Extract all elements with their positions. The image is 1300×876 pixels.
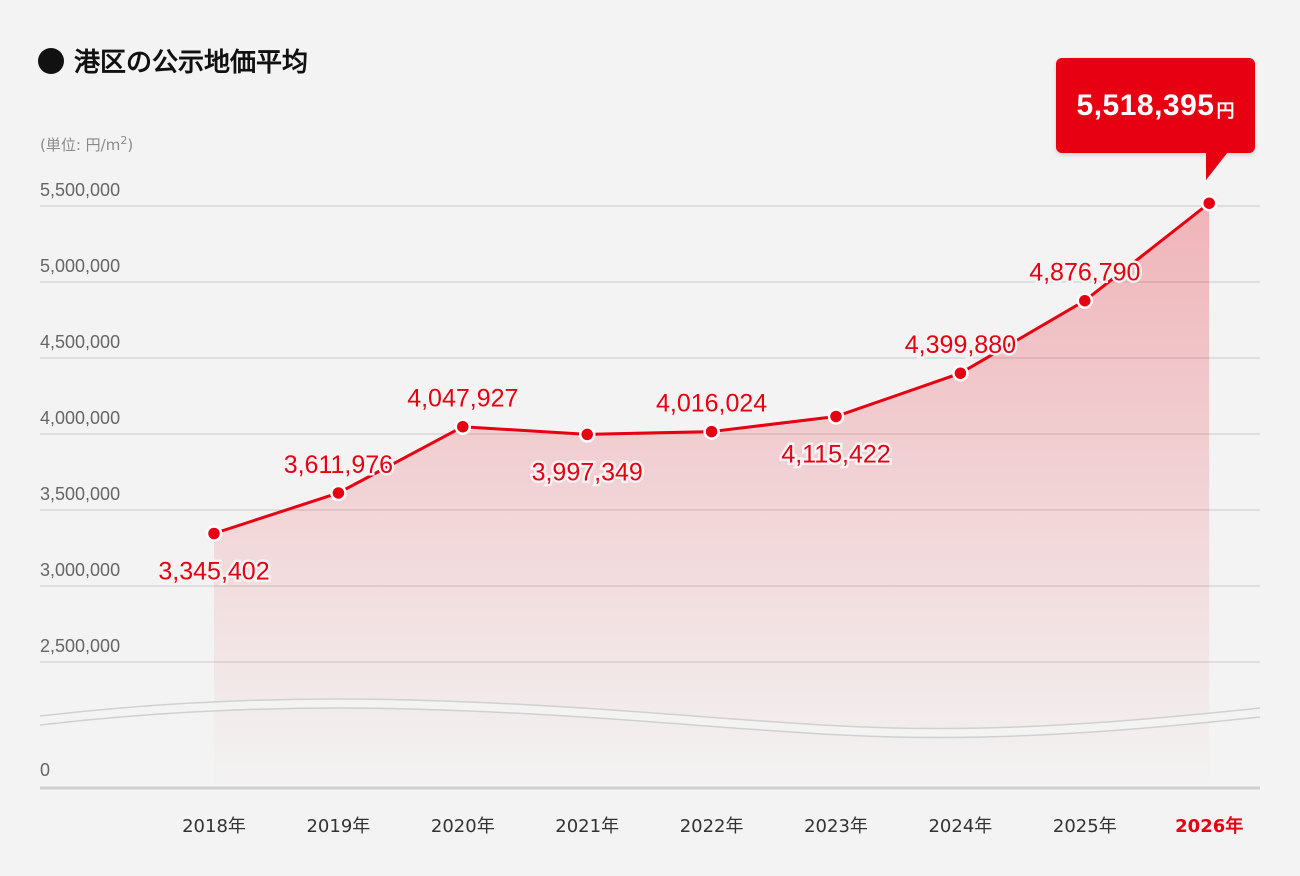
data-point [578,426,596,443]
x-tick-label: 2019年 [306,816,370,837]
data-point [703,423,720,440]
data-point [827,408,845,425]
y-tick-label: 3,000,000 [40,560,120,580]
unit-label: (単位: 円/m2) [40,134,133,155]
unit-superscript: 2 [120,134,128,147]
data-point [952,364,969,382]
axis-break-line [39,698,1261,730]
data-label: 4,047,927 [407,385,518,413]
data-point [205,525,223,542]
title-bullet-icon [38,47,64,74]
x-tick-label: 2023年 [804,816,868,837]
data-label: 4,115,422 [781,440,890,468]
latest-value-callout: 5,518,395 円 [1056,58,1255,153]
y-tick-label: 4,500,000 [40,332,120,352]
x-tick-label: 2025年 [1053,816,1117,837]
data-label: 3,345,402 [158,557,269,585]
unit-label-close: ) [127,136,134,154]
axis-break-band [39,698,1261,738]
y-tick-label: 5,000,000 [40,256,120,276]
y-tick-label: 3,500,000 [40,484,120,504]
data-label: 4,876,790 [1029,259,1140,287]
callout-unit: 円 [1216,100,1235,122]
data-label: 4,399,880 [905,331,1016,359]
area-fill [214,203,1210,788]
y-tick-label: 4,000,000 [40,408,120,428]
callout-value: 5,518,395 [1076,88,1215,122]
x-tick-label: 2020年 [431,816,495,837]
callout-pointer [1206,152,1228,180]
y-tick-label: 5,500,000 [40,180,120,200]
data-point [1200,194,1218,212]
chart-title: 港区の公示地価平均 [38,42,308,79]
data-point [454,418,472,435]
x-tick-label: 2021年 [555,816,619,837]
x-tick-label: 2024年 [928,816,992,837]
x-tick-label: 2018年 [182,816,246,837]
y-tick-label: 2,500,000 [40,636,120,656]
axis-break-line [39,707,1261,739]
chart-title-text: 港区の公示地価平均 [74,48,309,78]
x-tick-label: 2026年 [1175,815,1243,837]
data-point [330,484,347,502]
x-tick-label: 2022年 [680,816,744,837]
data-label: 3,997,349 [532,458,643,486]
data-label: 4,016,024 [656,390,767,418]
data-point [1076,292,1094,309]
data-label: 3,611,976 [284,451,393,479]
y-tick-label: 0 [40,760,50,780]
unit-label-text: (単位: 円/m [40,136,121,154]
